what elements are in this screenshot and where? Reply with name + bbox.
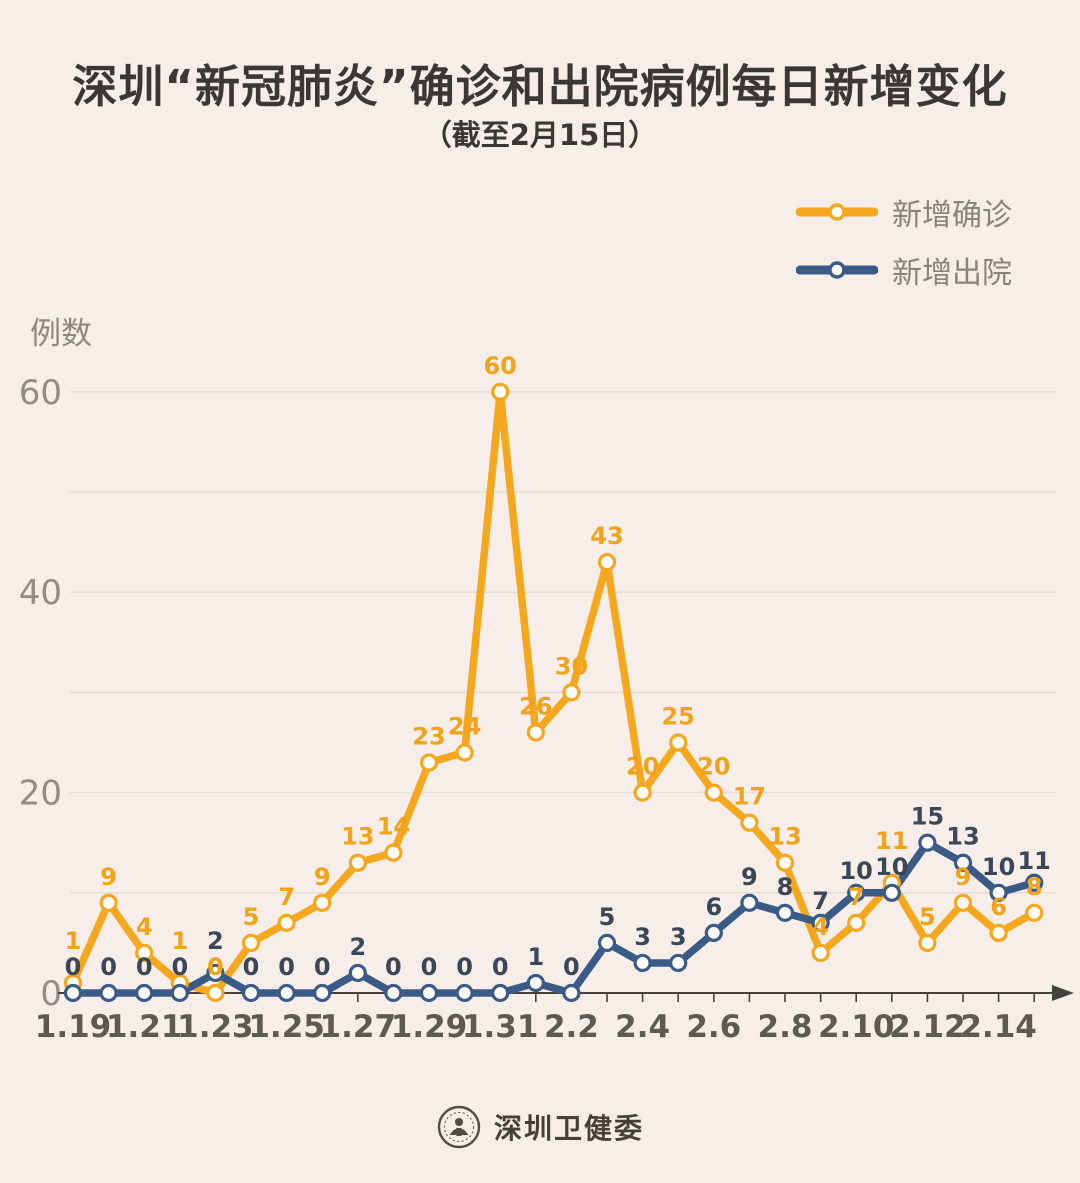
svg-text:10: 10 [875,853,908,881]
svg-text:1.21: 1.21 [106,1009,183,1045]
legend-item-confirmed: 新增确诊 [796,190,1012,234]
svg-text:60: 60 [19,373,62,413]
svg-text:2.8: 2.8 [758,1009,813,1045]
svg-text:24: 24 [448,713,481,741]
svg-text:0: 0 [421,953,438,981]
svg-text:1.27: 1.27 [320,1009,397,1045]
svg-text:9: 9 [314,863,331,891]
svg-text:6: 6 [990,893,1007,921]
svg-text:1.23: 1.23 [177,1009,254,1045]
svg-text:15: 15 [911,803,944,831]
svg-text:1: 1 [65,927,82,955]
svg-text:1.31: 1.31 [462,1009,539,1045]
svg-text:43: 43 [590,522,623,550]
svg-text:0: 0 [385,953,402,981]
svg-text:2.6: 2.6 [686,1009,741,1045]
series-markers-confirmed [63,382,1044,1003]
svg-text:0: 0 [456,953,473,981]
svg-text:1: 1 [171,927,188,955]
svg-text:40: 40 [19,573,62,613]
footer: 深圳卫健委 [0,1104,1080,1150]
svg-text:0: 0 [100,953,117,981]
page-title: 深圳“新冠肺炎”确诊和出院病例每日新增变化 [72,60,1008,113]
svg-text:9: 9 [100,863,117,891]
svg-text:25: 25 [661,703,694,731]
svg-text:20: 20 [626,753,659,781]
shenzhen-health-commission-logo-icon [437,1105,481,1149]
svg-text:0: 0 [243,953,260,981]
svg-text:14: 14 [377,813,410,841]
footer-org-name: 深圳卫健委 [493,1112,644,1145]
svg-text:0: 0 [65,953,82,981]
series-markers-discharged [63,833,1044,1003]
legend-swatch-confirmed-icon [796,203,878,221]
svg-text:3: 3 [634,923,651,951]
series-line-confirmed [69,388,1038,997]
svg-text:5: 5 [243,903,260,931]
legend-swatch-discharged-icon [796,261,878,279]
svg-text:10: 10 [982,853,1015,881]
svg-text:23: 23 [412,723,445,751]
svg-text:0: 0 [278,953,295,981]
legend-label-confirmed: 新增确诊 [892,198,1012,233]
svg-text:26: 26 [519,692,552,720]
svg-text:1.19: 1.19 [35,1009,112,1045]
svg-text:4: 4 [812,913,829,941]
svg-text:10: 10 [839,857,872,885]
svg-text:0: 0 [492,953,509,981]
svg-text:0: 0 [563,953,580,981]
svg-text:17: 17 [733,783,766,811]
svg-text:0: 0 [171,953,188,981]
legend-label-discharged: 新增出院 [892,256,1012,291]
svg-text:13: 13 [768,823,801,851]
svg-text:9: 9 [741,863,758,891]
svg-text:20: 20 [19,774,62,814]
svg-text:0: 0 [40,974,62,1014]
x-axis-tick-labels: 1.191.211.231.251.271.291.31 2.2 2.4 2.6 2.8… [35,1009,1037,1045]
svg-text:1.29: 1.29 [391,1009,468,1045]
svg-text:13: 13 [946,823,979,851]
svg-text:6: 6 [705,893,722,921]
svg-text:11: 11 [1017,847,1050,875]
svg-text:3: 3 [670,923,687,951]
svg-text:1.25: 1.25 [248,1009,325,1045]
svg-text:2.4: 2.4 [615,1009,670,1045]
svg-text:4: 4 [136,913,153,941]
svg-text:9: 9 [955,863,972,891]
svg-text:1: 1 [527,943,544,971]
svg-text:2.14: 2.14 [960,1009,1037,1045]
svg-text:7: 7 [848,883,865,911]
svg-text:7: 7 [812,887,829,915]
y-axis-title: 例数 [30,316,92,352]
svg-text:0: 0 [136,953,153,981]
svg-text:7: 7 [278,883,295,911]
legend-item-discharged: 新增出院 [796,248,1012,292]
svg-text:11: 11 [875,827,908,855]
svg-text:0: 0 [314,953,331,981]
svg-text:2.2: 2.2 [544,1009,599,1045]
legend: 新增确诊 新增出院 [796,190,1012,292]
svg-text:13: 13 [341,823,374,851]
svg-text:2: 2 [349,933,366,961]
svg-text:30: 30 [555,652,588,680]
series-line-discharged [69,838,1038,997]
y-axis-tick-labels: 0 20 40 60 [19,373,62,1014]
svg-text:20: 20 [697,753,730,781]
page-subtitle: （截至2月15日） [422,118,658,152]
svg-text:0: 0 [207,953,224,981]
svg-text:60: 60 [483,352,516,380]
svg-text:2: 2 [207,927,224,955]
svg-text:8: 8 [777,873,794,901]
svg-text:2.10: 2.10 [818,1009,895,1045]
gridlines [70,391,1056,894]
svg-text:5: 5 [599,903,616,931]
svg-text:8: 8 [1026,873,1043,901]
svg-text:2.12: 2.12 [889,1009,966,1045]
svg-text:5: 5 [919,903,936,931]
